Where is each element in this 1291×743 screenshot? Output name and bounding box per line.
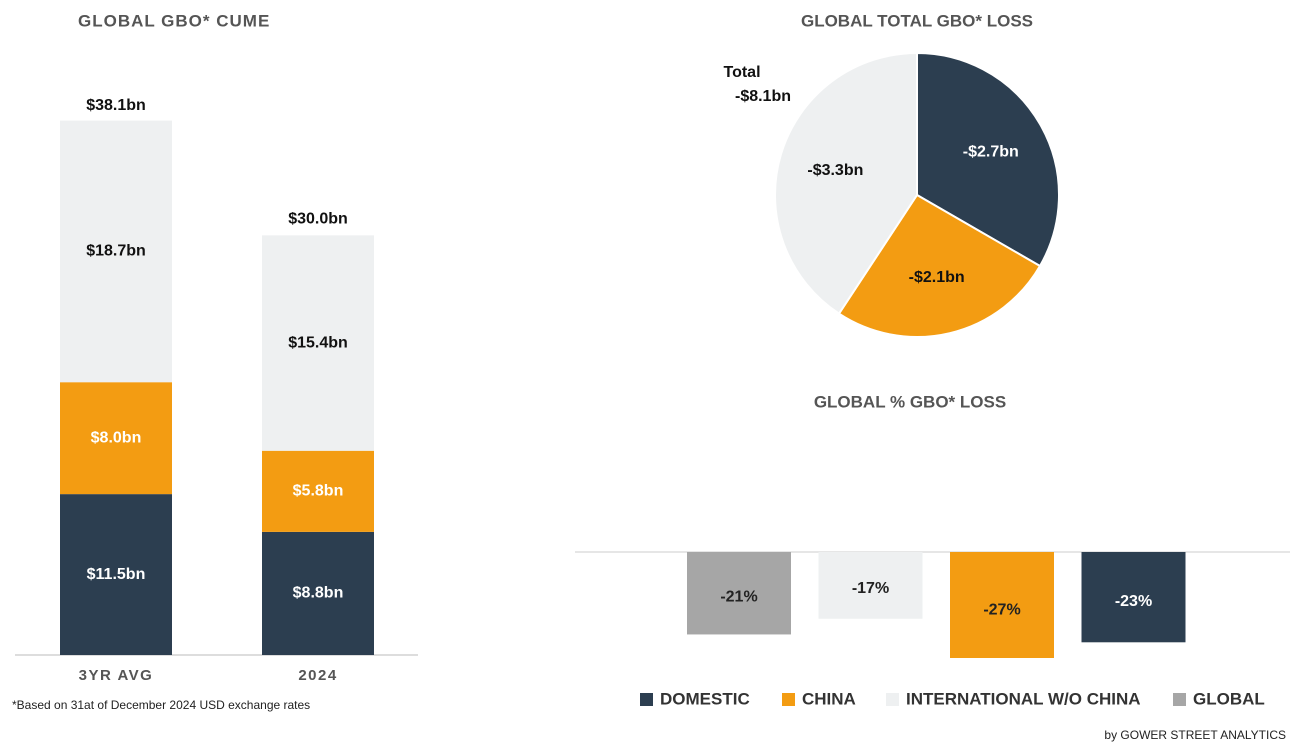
pie-slice bbox=[837, 193, 1042, 338]
bar bbox=[818, 552, 923, 619]
chart-title: GLOBAL GBO* CUME bbox=[78, 11, 270, 30]
legend-swatch bbox=[640, 693, 653, 706]
bar bbox=[950, 552, 1054, 658]
pie-slice bbox=[916, 51, 1060, 268]
chart-title: GLOBAL % GBO* LOSS bbox=[814, 392, 1006, 411]
legend-swatch bbox=[886, 693, 899, 706]
x-tick-label: 2024 bbox=[298, 667, 337, 684]
chart-title: GLOBAL TOTAL GBO* LOSS bbox=[801, 11, 1033, 30]
value-label: -27% bbox=[983, 602, 1020, 619]
value-label: -21% bbox=[720, 589, 757, 606]
legend-label: GLOBAL bbox=[1193, 689, 1265, 708]
total-label: $30.0bn bbox=[288, 211, 348, 228]
x-tick-label: 3YR AVG bbox=[79, 667, 154, 684]
value-label: -17% bbox=[852, 580, 889, 597]
value-label: $5.8bn bbox=[293, 483, 344, 500]
legend-label: INTERNATIONAL W/O CHINA bbox=[906, 689, 1141, 708]
annotation: Total bbox=[723, 64, 760, 81]
legend-label: DOMESTIC bbox=[660, 689, 750, 708]
value-label: -$2.7bn bbox=[963, 144, 1019, 161]
bar-segment bbox=[60, 120, 172, 383]
value-label: -23% bbox=[1115, 593, 1152, 610]
legend-swatch bbox=[1173, 693, 1186, 706]
bar-segment bbox=[262, 235, 374, 451]
bar-segment bbox=[60, 494, 172, 655]
credit: by GOWER STREET ANALYTICS bbox=[1104, 728, 1286, 742]
value-label: $8.8bn bbox=[293, 585, 344, 602]
bar bbox=[687, 552, 791, 635]
value-label: $15.4bn bbox=[288, 334, 348, 351]
pie-slice bbox=[774, 51, 918, 316]
bar-segment bbox=[60, 382, 172, 495]
footnote: *Based on 31at of December 2024 USD exch… bbox=[12, 698, 310, 712]
value-label: $8.0bn bbox=[91, 429, 142, 446]
value-label: $11.5bn bbox=[87, 566, 146, 583]
value-label: -$3.3bn bbox=[807, 162, 863, 179]
legend-swatch bbox=[782, 693, 795, 706]
legend-label: CHINA bbox=[802, 689, 856, 708]
bar-segment bbox=[262, 531, 374, 655]
annotation: -$8.1bn bbox=[735, 88, 791, 105]
value-label: -$2.1bn bbox=[909, 269, 965, 286]
bar bbox=[1081, 552, 1186, 643]
bar-segment bbox=[262, 450, 374, 532]
value-label: $18.7bn bbox=[86, 243, 146, 260]
total-label: $38.1bn bbox=[86, 97, 146, 114]
